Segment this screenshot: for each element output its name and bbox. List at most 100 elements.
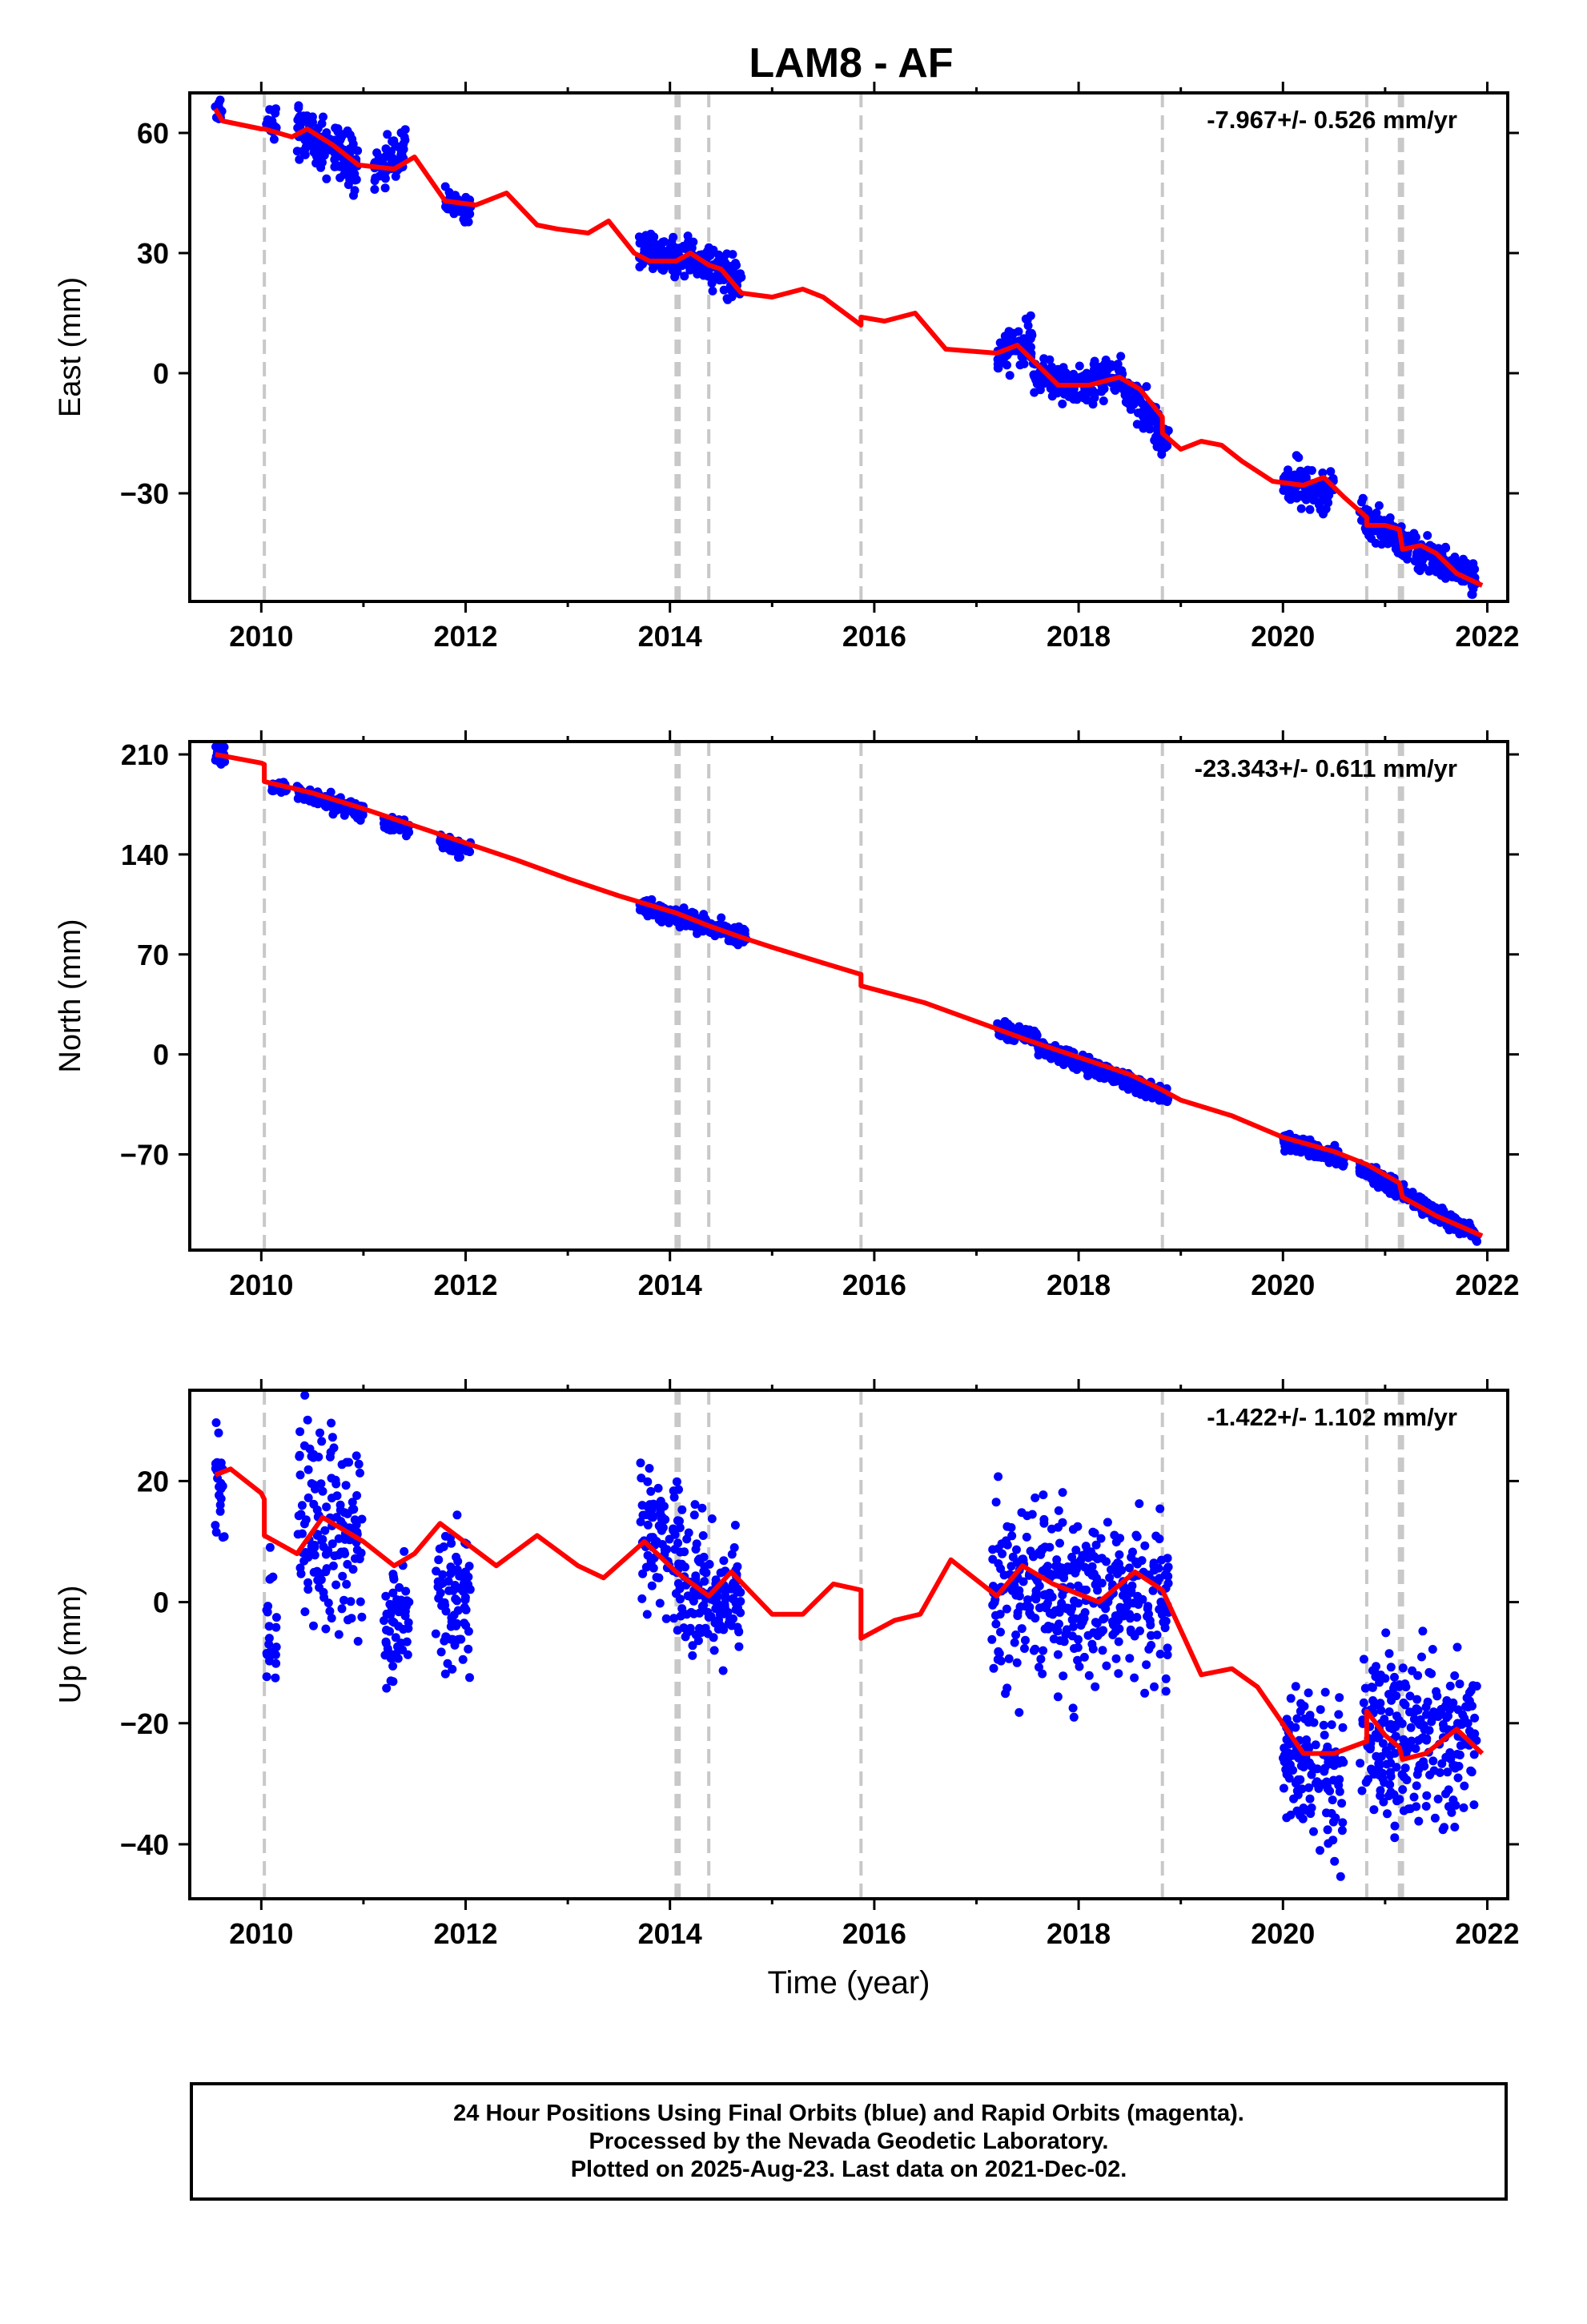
data-point <box>669 1614 679 1623</box>
data-point <box>1010 1638 1019 1647</box>
data-point <box>1440 1823 1449 1832</box>
x-tick-label: 2018 <box>1047 620 1111 653</box>
data-point <box>1398 1663 1408 1673</box>
y-tick-label: 0 <box>153 1586 169 1619</box>
data-point <box>688 1651 697 1660</box>
data-point <box>1074 1634 1083 1644</box>
data-point <box>1105 1573 1115 1582</box>
data-point <box>401 1586 411 1596</box>
data-point <box>299 1441 309 1450</box>
data-point <box>1440 542 1450 552</box>
data-point <box>1055 1636 1065 1646</box>
data-point <box>434 1555 444 1565</box>
y-tick-label: −70 <box>120 1138 169 1171</box>
y-tick-label: 210 <box>121 738 169 771</box>
data-point <box>1091 1682 1100 1691</box>
data-point <box>1384 1690 1393 1699</box>
data-point <box>265 1574 275 1584</box>
data-point <box>676 1594 685 1604</box>
data-point <box>460 1595 470 1605</box>
data-point <box>1281 1765 1291 1775</box>
data-point <box>1019 334 1029 344</box>
data-point <box>675 243 685 253</box>
data-point <box>1422 1791 1432 1800</box>
data-point <box>381 1637 391 1647</box>
data-point <box>320 1526 330 1535</box>
data-point <box>1130 1631 1139 1641</box>
data-point <box>647 1581 657 1590</box>
data-point <box>736 1597 745 1606</box>
data-point <box>211 1459 220 1469</box>
data-point <box>1156 1598 1166 1606</box>
data-point <box>709 1646 719 1655</box>
data-point <box>464 1644 473 1654</box>
data-point <box>299 791 308 801</box>
data-point <box>295 1427 305 1437</box>
data-point <box>1161 1674 1171 1683</box>
data-point <box>1080 1608 1090 1617</box>
data-point <box>1406 1723 1416 1732</box>
data-point <box>388 1662 398 1671</box>
data-point <box>1337 1826 1347 1835</box>
data-point <box>1155 1650 1165 1659</box>
data-point <box>342 1579 352 1589</box>
data-point <box>1386 1767 1395 1777</box>
data-point <box>1469 1800 1479 1810</box>
data-point <box>720 1602 729 1612</box>
data-point <box>1074 1063 1083 1072</box>
data-point <box>1002 360 1011 370</box>
data-point <box>1144 1644 1154 1654</box>
data-point <box>336 1547 346 1557</box>
data-point <box>1451 558 1460 568</box>
data-point <box>680 1547 689 1557</box>
data-point <box>657 1512 667 1522</box>
data-point <box>1453 1773 1463 1783</box>
data-point <box>327 1433 337 1442</box>
data-point <box>1302 1735 1312 1744</box>
data-point <box>438 843 448 853</box>
data-point <box>1039 354 1049 364</box>
data-point <box>1099 396 1108 406</box>
data-point <box>1163 1554 1172 1563</box>
data-point <box>1021 1635 1030 1645</box>
data-point <box>1392 1763 1401 1772</box>
data-point <box>1381 1746 1391 1755</box>
panel-up: 2010 2012 2014 2016 2018 2020 2022 20 0 −20 −40 Up … <box>54 1379 1520 2000</box>
data-point <box>1369 1805 1379 1815</box>
data-point <box>394 1622 404 1631</box>
data-point <box>1069 1622 1078 1631</box>
y-axis-label-north: North (mm) <box>54 919 87 1072</box>
data-point <box>331 154 340 163</box>
x-tick-label: 2016 <box>842 1269 906 1301</box>
data-point <box>433 1582 443 1592</box>
data-point <box>1402 1746 1412 1755</box>
data-point <box>635 262 645 271</box>
x-tick-label: 2020 <box>1251 1917 1315 1950</box>
data-point <box>325 1452 335 1462</box>
data-point <box>1296 1761 1306 1771</box>
data-point <box>325 1606 335 1616</box>
data-point <box>315 1582 324 1592</box>
data-point <box>1425 1770 1435 1779</box>
data-point <box>1395 1795 1404 1804</box>
data-point <box>1390 1748 1400 1758</box>
data-point <box>1444 1711 1452 1721</box>
data-point <box>1005 371 1014 380</box>
data-point <box>1462 1693 1472 1703</box>
data-point <box>1003 329 1013 338</box>
data-point <box>295 1563 305 1573</box>
x-tick-label: 2018 <box>1047 1269 1111 1301</box>
data-point <box>1408 1666 1417 1675</box>
data-point <box>1102 1557 1111 1566</box>
data-point <box>389 136 399 146</box>
data-point <box>707 1514 717 1523</box>
data-point <box>1466 1766 1476 1775</box>
data-point <box>1330 1856 1340 1866</box>
data-point <box>1411 1744 1420 1753</box>
data-point <box>1383 1809 1392 1819</box>
data-point <box>1017 1624 1027 1634</box>
data-point <box>1135 1499 1144 1509</box>
data-point <box>1335 1693 1344 1703</box>
data-point <box>1083 1630 1093 1640</box>
